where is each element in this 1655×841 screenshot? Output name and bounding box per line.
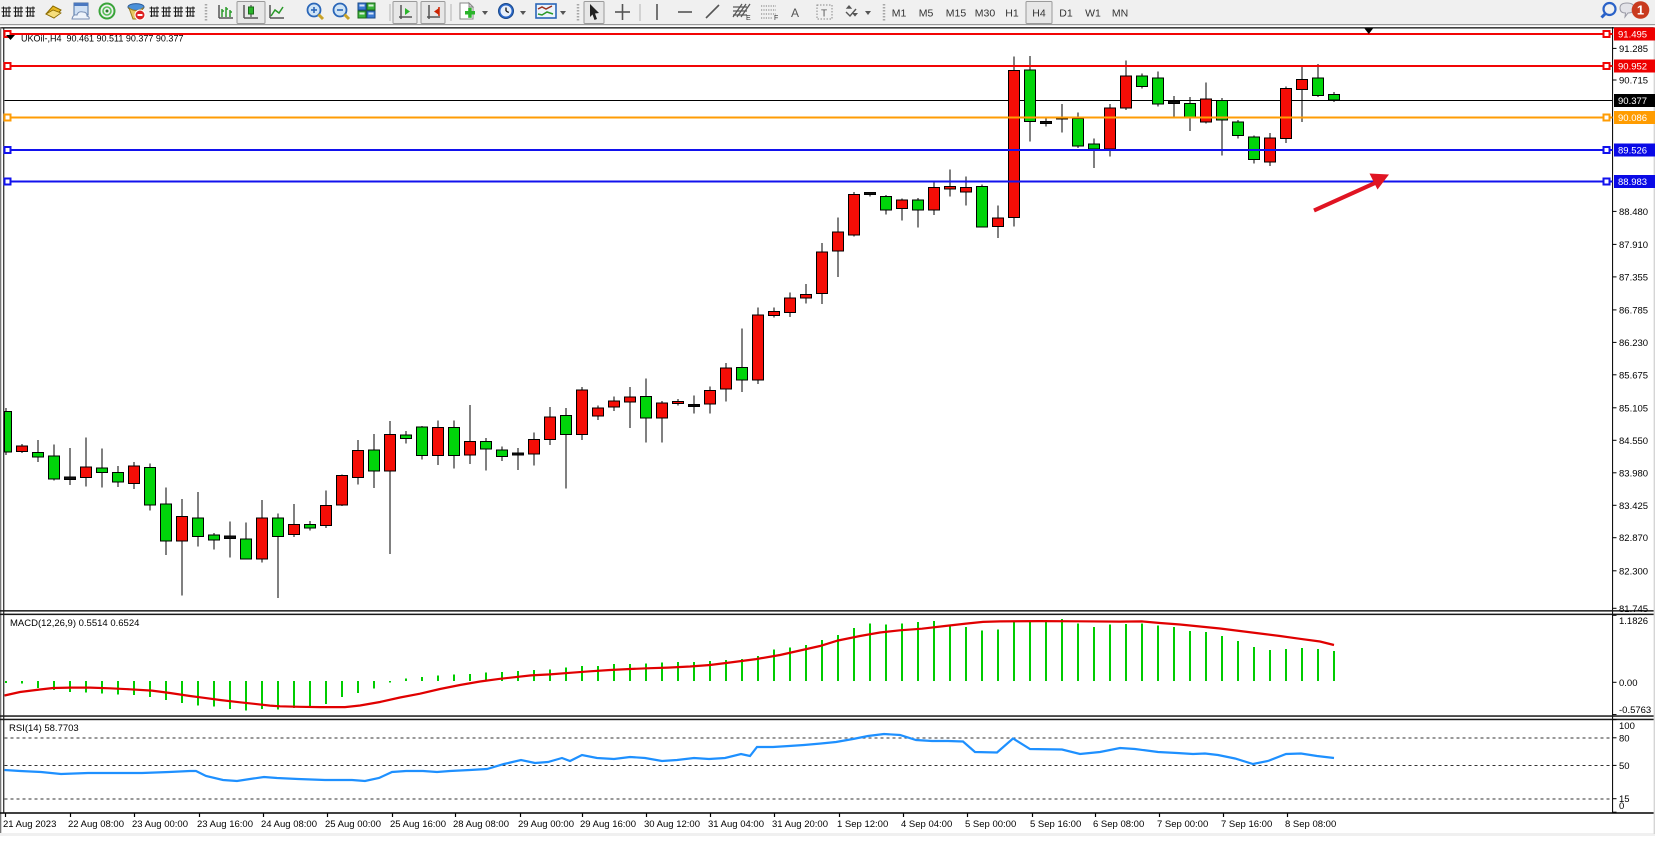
svg-text:1.1826: 1.1826 (1619, 616, 1648, 627)
svg-text:25 Aug 00:00: 25 Aug 00:00 (325, 819, 381, 830)
svg-text:4 Sep 04:00: 4 Sep 04:00 (901, 819, 952, 830)
svg-text:81.745: 81.745 (1619, 604, 1648, 615)
svg-text:30 Aug 12:00: 30 Aug 12:00 (644, 819, 700, 830)
svg-text:UKOil-,H4 90.461 90.511 90.37: UKOil-,H4 90.461 90.511 90.377 90.377 (21, 34, 183, 44)
svg-text:25 Aug 16:00: 25 Aug 16:00 (390, 819, 446, 830)
svg-text:15: 15 (1619, 794, 1630, 805)
svg-text:29 Aug 00:00: 29 Aug 00:00 (518, 819, 574, 830)
svg-text:86.230: 86.230 (1619, 338, 1648, 349)
svg-text:90.377: 90.377 (1618, 96, 1647, 107)
svg-text:T: T (821, 9, 827, 20)
svg-text:90.952: 90.952 (1618, 62, 1647, 73)
svg-text:87.910: 87.910 (1619, 240, 1648, 251)
svg-text:83.425: 83.425 (1619, 501, 1648, 512)
svg-text:82.870: 82.870 (1619, 533, 1648, 544)
svg-text:84.550: 84.550 (1619, 436, 1648, 447)
svg-text:7 Sep 16:00: 7 Sep 16:00 (1221, 819, 1272, 830)
svg-text:90.086: 90.086 (1618, 113, 1647, 124)
svg-text:M1: M1 (892, 8, 907, 20)
svg-text:87.355: 87.355 (1619, 272, 1648, 283)
svg-text:8 Sep 08:00: 8 Sep 08:00 (1285, 819, 1336, 830)
svg-text:24 Aug 08:00: 24 Aug 08:00 (261, 819, 317, 830)
svg-text:7 Sep 00:00: 7 Sep 00:00 (1157, 819, 1208, 830)
svg-text:90.715: 90.715 (1619, 76, 1648, 87)
svg-text:31 Aug 04:00: 31 Aug 04:00 (708, 819, 764, 830)
svg-text:MN: MN (1112, 8, 1128, 20)
svg-text:W1: W1 (1085, 8, 1101, 20)
svg-text:1: 1 (1637, 3, 1644, 18)
svg-text:1 Sep 12:00: 1 Sep 12:00 (837, 819, 888, 830)
svg-text:89.526: 89.526 (1618, 146, 1647, 157)
svg-text:28 Aug 08:00: 28 Aug 08:00 (453, 819, 509, 830)
svg-text:85.105: 85.105 (1619, 403, 1648, 414)
svg-text:82.300: 82.300 (1619, 566, 1648, 577)
svg-text:80: 80 (1619, 733, 1630, 744)
svg-text:21 Aug 2023: 21 Aug 2023 (3, 819, 56, 830)
svg-text:0: 0 (1619, 801, 1624, 812)
svg-text:31 Aug 20:00: 31 Aug 20:00 (772, 819, 828, 830)
svg-text:0.00: 0.00 (1619, 678, 1638, 689)
svg-text:RSI(14) 58.7703: RSI(14) 58.7703 (9, 723, 79, 734)
svg-text:E: E (746, 15, 751, 22)
svg-text:22 Aug 08:00: 22 Aug 08:00 (68, 819, 124, 830)
svg-text:MACD(12,26,9) 0.5514 0.6524: MACD(12,26,9) 0.5514 0.6524 (10, 618, 139, 629)
svg-text:A: A (791, 6, 799, 20)
svg-text:-0.5763: -0.5763 (1619, 705, 1651, 716)
svg-text:83.980: 83.980 (1619, 468, 1648, 479)
svg-text:M15: M15 (946, 8, 967, 20)
svg-text:100: 100 (1619, 721, 1635, 732)
svg-text:F: F (774, 15, 778, 22)
svg-text:D1: D1 (1059, 8, 1073, 20)
svg-text:23 Aug 00:00: 23 Aug 00:00 (132, 819, 188, 830)
svg-text:88.983: 88.983 (1618, 177, 1647, 188)
svg-text:88.480: 88.480 (1619, 207, 1648, 218)
svg-text:91.285: 91.285 (1619, 44, 1648, 55)
svg-text:91.495: 91.495 (1618, 30, 1647, 41)
svg-text:H4: H4 (1032, 8, 1046, 20)
svg-text:29 Aug 16:00: 29 Aug 16:00 (580, 819, 636, 830)
svg-text:86.785: 86.785 (1619, 305, 1648, 316)
svg-text:6 Sep 08:00: 6 Sep 08:00 (1093, 819, 1144, 830)
svg-text:5 Sep 00:00: 5 Sep 00:00 (965, 819, 1016, 830)
svg-text:H1: H1 (1005, 8, 1019, 20)
svg-text:23 Aug 16:00: 23 Aug 16:00 (197, 819, 253, 830)
svg-text:85.675: 85.675 (1619, 370, 1648, 381)
svg-text:50: 50 (1619, 761, 1630, 772)
svg-text:M30: M30 (975, 8, 996, 20)
svg-text:M5: M5 (919, 8, 934, 20)
svg-text:5 Sep 16:00: 5 Sep 16:00 (1030, 819, 1081, 830)
